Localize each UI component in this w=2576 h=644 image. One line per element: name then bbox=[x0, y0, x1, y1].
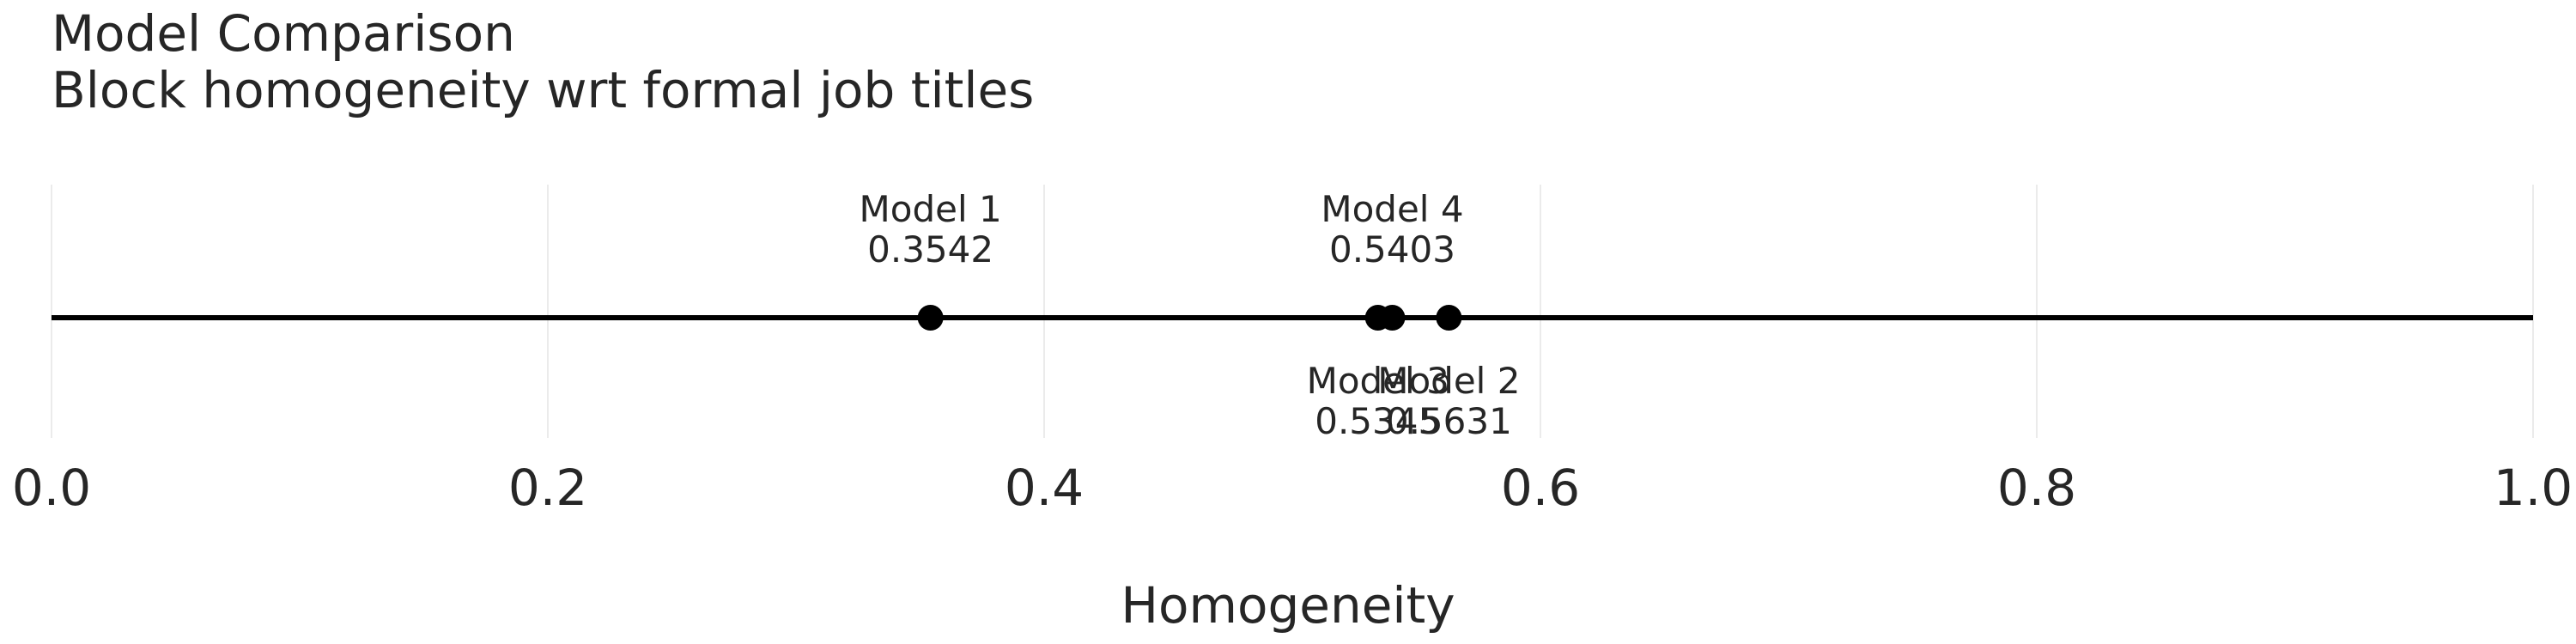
data-points bbox=[917, 305, 1462, 331]
point-name-label: Model 4 bbox=[1321, 188, 1463, 230]
x-tick-label: 0.2 bbox=[508, 459, 587, 517]
x-tick-label: 0.4 bbox=[1005, 459, 1084, 517]
data-point-model-4 bbox=[1379, 305, 1406, 331]
point-name-label: Model 2 bbox=[1377, 360, 1520, 402]
data-point-model-1 bbox=[917, 305, 944, 331]
point-value-label: 0.5345 bbox=[1315, 400, 1441, 442]
point-value-label: 0.5631 bbox=[1386, 400, 1512, 442]
grid-lines bbox=[51, 185, 2534, 438]
x-tick-labels: 0.0 0.2 0.4 0.6 0.8 1.0 bbox=[12, 459, 2573, 517]
data-point-model-2 bbox=[1436, 305, 1462, 331]
point-name-label: Model 3 bbox=[1307, 360, 1449, 402]
x-tick-label: 1.0 bbox=[2494, 459, 2573, 517]
point-value-label: 0.3542 bbox=[867, 228, 993, 270]
x-tick-label: 0.6 bbox=[1501, 459, 1580, 517]
x-tick-label: 0.0 bbox=[12, 459, 91, 517]
x-tick-label: 0.8 bbox=[1997, 459, 2076, 517]
chart-subtitle: Block homogeneity wrt formal job titles bbox=[52, 61, 1035, 119]
x-axis-label: Homogeneity bbox=[1121, 576, 1455, 635]
point-value-label: 0.5403 bbox=[1329, 228, 1455, 270]
chart-title: Model Comparison bbox=[52, 4, 515, 63]
point-name-label: Model 1 bbox=[860, 188, 1002, 230]
